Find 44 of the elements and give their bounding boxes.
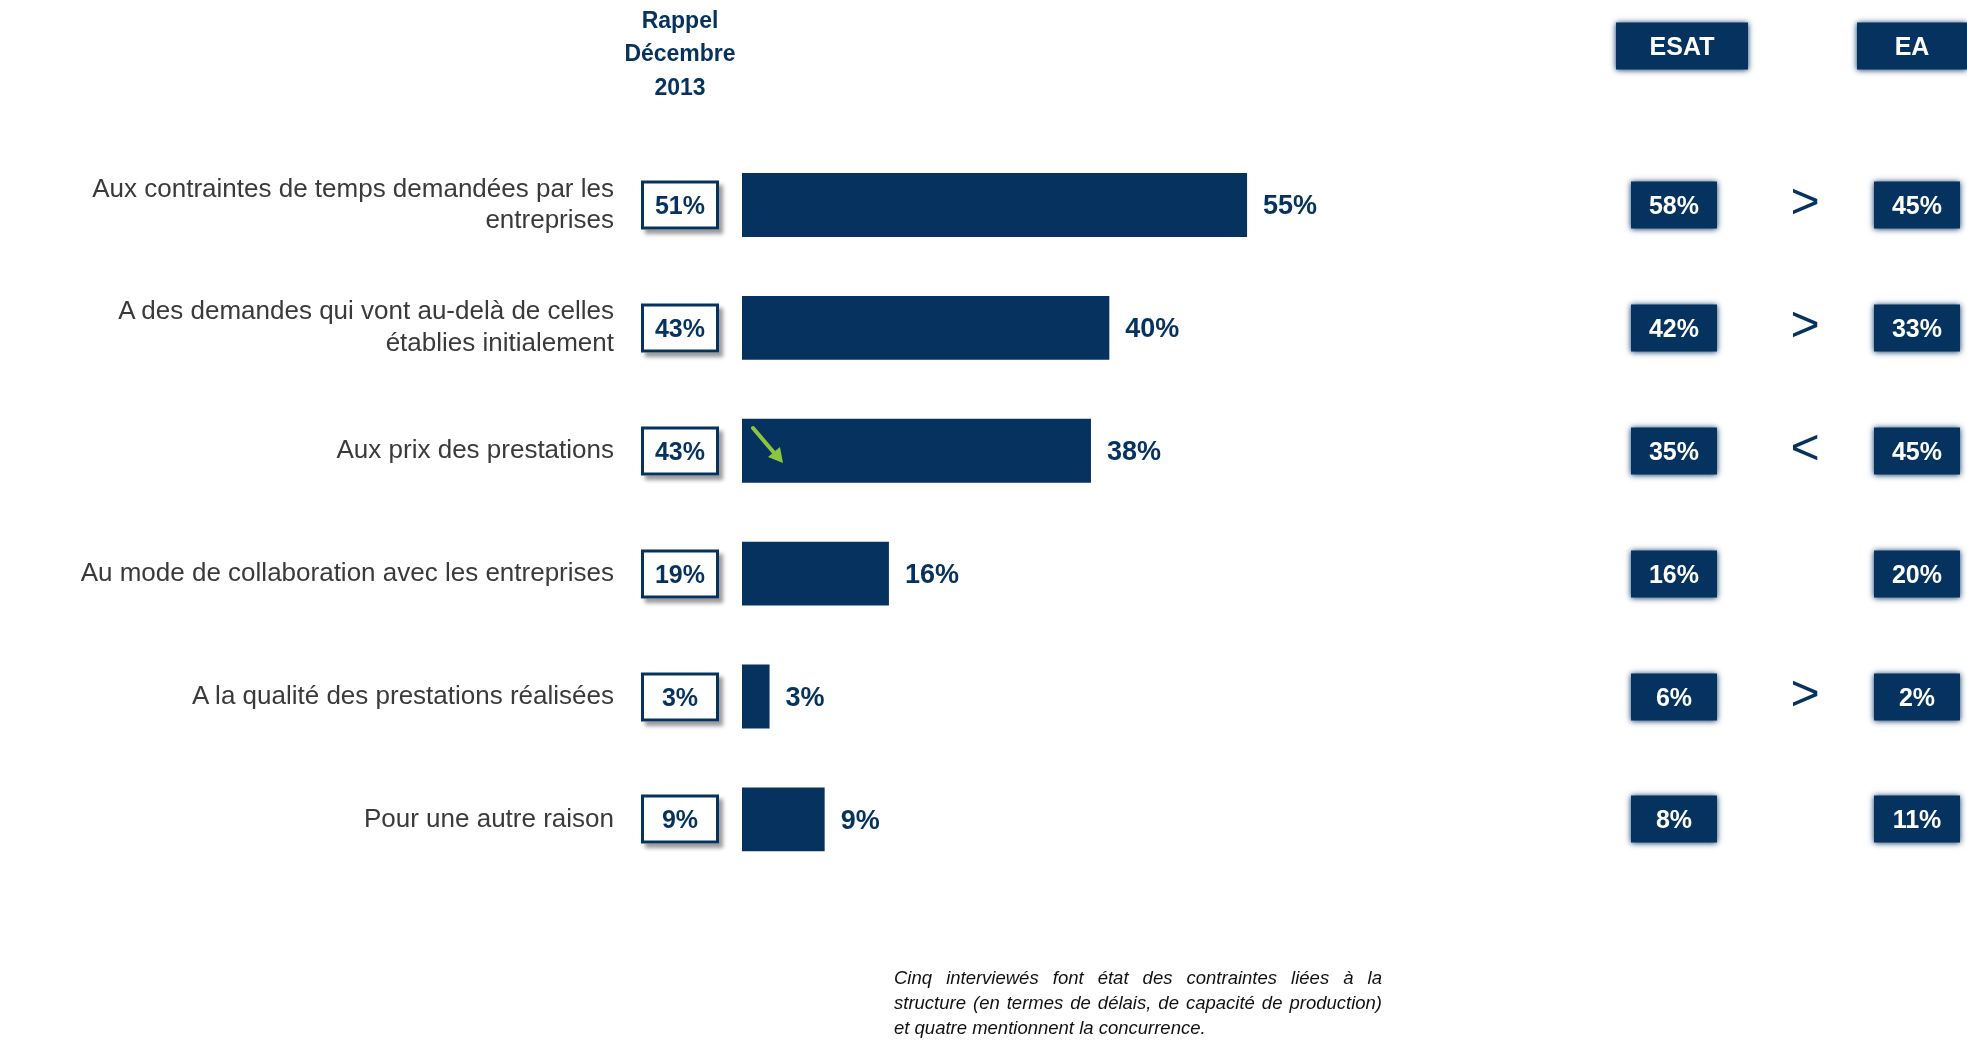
text: 33% xyxy=(1874,304,1960,352)
y-tick-label: Au mode de collaboration avec les entreprises xyxy=(80,556,614,587)
text: 51% xyxy=(641,180,719,230)
text: 8% xyxy=(1631,795,1717,843)
bar xyxy=(742,295,1110,360)
text: 6% xyxy=(1631,673,1717,720)
text: 19% xyxy=(641,549,719,599)
text: 9% xyxy=(641,794,719,844)
bar xyxy=(742,787,825,852)
text: 45% xyxy=(1874,427,1960,475)
text: 11% xyxy=(1874,795,1960,843)
text: > xyxy=(1790,173,1820,230)
text: 35% xyxy=(1631,427,1717,475)
text: 42% xyxy=(1631,304,1717,352)
text: > xyxy=(1790,295,1820,352)
text: 45% xyxy=(1874,181,1960,229)
bar xyxy=(742,664,770,729)
text: > xyxy=(1790,664,1820,721)
y-tick-label: Aux contraintes de temps demandées par les entreprises xyxy=(92,172,614,234)
text: 43% xyxy=(641,303,719,353)
text: < xyxy=(1790,418,1820,475)
text: 58% xyxy=(1631,181,1717,229)
y-tick-label: A la qualité des prestations réalisées xyxy=(191,679,614,710)
bar xyxy=(742,418,1091,483)
y-tick-label: Aux prix des prestations xyxy=(336,433,614,464)
text: EA xyxy=(1857,22,1967,70)
data-label: 40% xyxy=(1125,313,1180,344)
text: Rappel Décembre 2013 xyxy=(623,6,737,102)
data-label: 16% xyxy=(904,559,959,590)
text: 3% xyxy=(641,672,719,721)
data-label: 3% xyxy=(785,681,825,712)
text: 16% xyxy=(1631,550,1717,598)
text: ESAT xyxy=(1616,22,1748,70)
bar xyxy=(742,173,1248,237)
text: Cinq interviewés font état des contraintes liées à la structure (en termes de délais, de capacité de production) et quatre mentionnent la concurrence. xyxy=(894,966,1382,1040)
y-tick-label: Pour une autre raison xyxy=(363,802,614,833)
text: 2% xyxy=(1874,673,1960,720)
data-label: 9% xyxy=(840,804,880,835)
bar xyxy=(742,541,889,606)
data-label: 55% xyxy=(1263,190,1318,221)
y-tick-label: A des demandes qui vont au-delà de celles établies initialement xyxy=(118,295,615,357)
data-label: 38% xyxy=(1106,436,1162,467)
text: 43% xyxy=(641,426,719,476)
text: 20% xyxy=(1874,550,1960,598)
